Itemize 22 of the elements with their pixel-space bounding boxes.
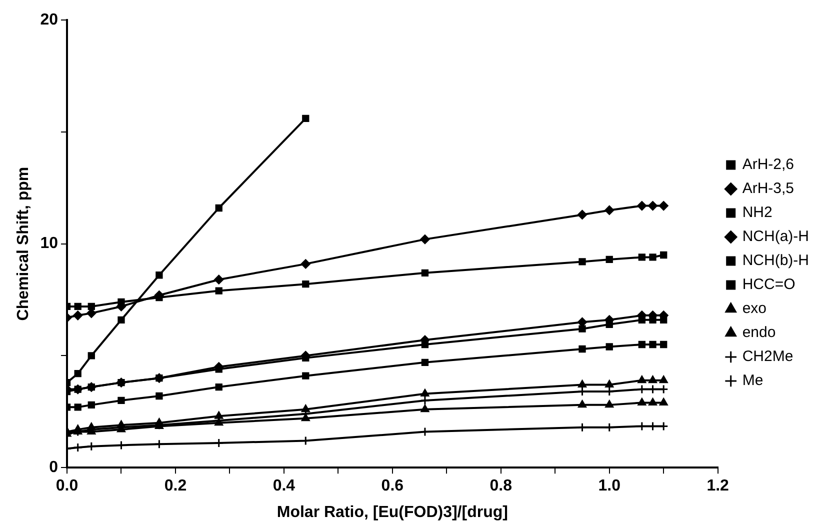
x-tick-label: 0.2 bbox=[164, 478, 187, 495]
legend-label: CH2Me bbox=[742, 348, 794, 366]
legend-label: NCH(a)-H bbox=[742, 228, 810, 246]
x-tick-label: 1.0 bbox=[598, 478, 621, 495]
legend-label: HCC=O bbox=[742, 276, 796, 294]
y-axis-title: Chemical Shift, ppm bbox=[15, 166, 32, 321]
x-tick-label: 0.4 bbox=[272, 478, 296, 495]
x-axis-title: Molar Ratio, [Eu(FOD)3]/[drug] bbox=[276, 504, 508, 521]
y-tick-label: 10 bbox=[40, 235, 58, 252]
x-tick-label: 0.6 bbox=[381, 478, 404, 495]
legend-label: ArH-3,5 bbox=[742, 180, 794, 198]
legend-label: endo bbox=[742, 324, 776, 342]
x-tick-label: 0.8 bbox=[490, 478, 512, 495]
x-tick-label: 0.0 bbox=[56, 478, 78, 495]
y-tick-label: 20 bbox=[40, 11, 58, 28]
legend-label: exo bbox=[742, 300, 767, 318]
y-tick-label: 0 bbox=[49, 459, 58, 476]
legend-label: Me bbox=[742, 372, 764, 390]
legend-label: NCH(b)-H bbox=[742, 252, 810, 270]
legend-label: NH2 bbox=[742, 204, 772, 222]
legend-label: ArH-2,6 bbox=[742, 156, 794, 174]
x-tick-label: 1.2 bbox=[706, 478, 730, 495]
